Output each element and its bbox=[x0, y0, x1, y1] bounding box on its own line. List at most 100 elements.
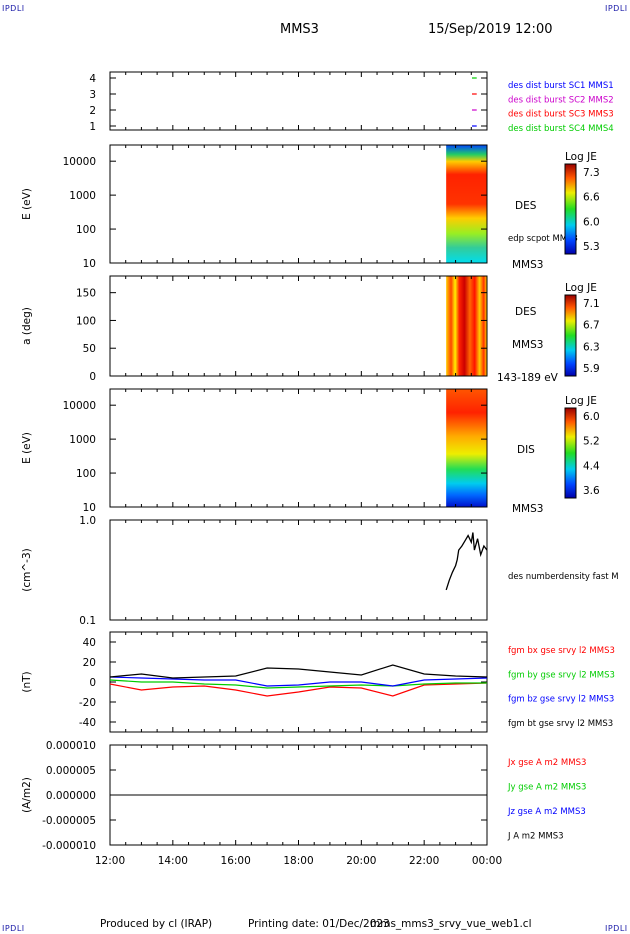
colorbar-tick-label: 4.4 bbox=[583, 460, 600, 472]
footer-produced-by: Produced by cl (IRAP) bbox=[100, 918, 213, 930]
colorbar-tick-label: 5.3 bbox=[583, 241, 600, 253]
dis-energy-colorbar bbox=[564, 407, 577, 499]
colorbar-tick-label: 6.0 bbox=[583, 216, 600, 228]
dis-energy-y-tick-label: 1000 bbox=[69, 434, 96, 446]
des-energy-colorbar bbox=[564, 163, 577, 255]
x-tick-label: 22:00 bbox=[409, 855, 439, 867]
des-pitch-y-tick-label: 0 bbox=[89, 371, 96, 383]
colorbar-tick-label: 6.6 bbox=[583, 192, 600, 204]
dis-energy-panel bbox=[109, 388, 488, 508]
availability-y-tick-label: 1 bbox=[89, 121, 96, 133]
current-density-legend-entry: Jz gse A m2 MMS3 bbox=[507, 807, 586, 817]
x-tick-label: 18:00 bbox=[283, 855, 313, 867]
magnetic-field-y-label: (nT) bbox=[21, 671, 33, 692]
density-series-label: des numberdensity fast M bbox=[508, 572, 619, 582]
des-energy-y-tick-label: 1000 bbox=[69, 190, 96, 202]
density-y-label: (cm^-3) bbox=[21, 548, 33, 591]
current-density-y-label: (A/m2) bbox=[21, 777, 33, 813]
x-tick-label: 20:00 bbox=[346, 855, 376, 867]
magnetic-field-y-tick-label: -40 bbox=[79, 717, 96, 729]
colorbar-tick-label: 7.1 bbox=[583, 298, 600, 310]
des-pitch-y-tick-label: 50 bbox=[83, 343, 96, 355]
current-density-y-tick-label: 0.000000 bbox=[46, 790, 96, 802]
corner-label-top-right: IPDLI bbox=[605, 4, 628, 13]
magnetic-field-y-tick-label: 20 bbox=[83, 657, 96, 669]
corner-label-bottom-left: IPDLI bbox=[2, 924, 25, 933]
current-density-legend-entry: Jx gse A m2 MMS3 bbox=[507, 758, 586, 768]
des-energy-panel bbox=[109, 144, 488, 264]
density-y-tick-label: 1.0 bbox=[79, 515, 96, 527]
magnetic-field-y-tick-label: 40 bbox=[83, 637, 96, 649]
footer-filename: mms_mms3_srvy_vue_web1.cl bbox=[370, 918, 532, 930]
magnetic-field-series-line bbox=[109, 682, 488, 697]
des-energy-spacecraft-label: MMS3 bbox=[512, 259, 543, 271]
des-pitch-energy-range-label: 143-189 eV bbox=[497, 372, 559, 384]
colorbar-tick-label: 5.2 bbox=[583, 436, 600, 448]
colorbar-title: Log JE bbox=[565, 151, 597, 163]
des-pitch-y-label: a (deg) bbox=[21, 307, 33, 345]
dis-energy-y-tick-label: 10000 bbox=[63, 400, 96, 412]
des-energy-y-tick-label: 10 bbox=[83, 258, 96, 270]
x-tick-label: 16:00 bbox=[221, 855, 251, 867]
des-pitch-y-tick-label: 150 bbox=[76, 288, 96, 300]
magnetic-field-series-line bbox=[109, 679, 487, 689]
x-tick-label: 00:00 bbox=[472, 855, 502, 867]
des-energy-y-label: E (eV) bbox=[21, 188, 33, 220]
availability-y-tick-label: 2 bbox=[89, 105, 96, 117]
current-density-y-tick-label: -0.000005 bbox=[42, 815, 96, 827]
availability-legend-entry: des dist burst SC3 MMS3 bbox=[508, 110, 614, 120]
dis-energy-spacecraft-label: MMS3 bbox=[512, 503, 543, 515]
density-y-tick-label: 0.1 bbox=[79, 615, 96, 627]
current-density-legend-entry: J A m2 MMS3 bbox=[507, 832, 564, 842]
magnetic-field-legend-entry: fgm bt gse srvy l2 MMS3 bbox=[508, 719, 613, 729]
colorbar-tick-label: 6.7 bbox=[583, 320, 600, 332]
magnetic-field-series-line bbox=[109, 664, 488, 679]
des-pitch-spectrogram bbox=[446, 276, 487, 376]
magnetic-field-legend-entry: fgm bz gse srvy l2 MMS3 bbox=[508, 695, 614, 705]
des-energy-species-label: DES bbox=[515, 200, 537, 212]
colorbar-tick-label: 6.3 bbox=[583, 341, 600, 353]
availability-legend-entry: des dist burst SC1 MMS1 bbox=[508, 81, 614, 91]
dis-energy-species-label: DIS bbox=[517, 444, 535, 456]
magnetic-field-legend-entry: fgm bx gse srvy l2 MMS3 bbox=[508, 646, 615, 656]
des-pitch-spacecraft-label: MMS3 bbox=[512, 339, 543, 351]
des-pitch-panel bbox=[109, 275, 488, 377]
des-pitch-species-label: DES bbox=[515, 306, 537, 318]
availability-legend-entry: des dist burst SC2 MMS2 bbox=[508, 95, 614, 105]
des-energy-y-tick-label: 100 bbox=[76, 224, 96, 236]
current-density-legend-entry: Jy gse A m2 MMS3 bbox=[507, 783, 586, 793]
datetime-title: 15/Sep/2019 12:00 bbox=[428, 22, 553, 37]
magnetic-field-y-tick-label: 0 bbox=[89, 677, 96, 689]
magnetic-field-series-line bbox=[109, 676, 488, 687]
des-energy-scpot-label: edp scpot MMS3 bbox=[508, 234, 578, 244]
des-energy-y-tick-label: 10000 bbox=[63, 156, 96, 168]
availability-panel bbox=[109, 71, 488, 131]
colorbar-tick-label: 3.6 bbox=[583, 485, 600, 497]
dis-energy-spectrogram bbox=[446, 389, 487, 507]
current-density-y-tick-label: 0.000010 bbox=[46, 740, 96, 752]
current-density-y-tick-label: 0.000005 bbox=[46, 765, 96, 777]
colorbar-tick-label: 5.9 bbox=[583, 363, 600, 375]
density-series-line bbox=[445, 532, 488, 591]
availability-y-tick-label: 3 bbox=[89, 89, 96, 101]
magnetic-field-legend-entry: fgm by gse srvy l2 MMS3 bbox=[508, 670, 615, 680]
colorbar-title: Log JE bbox=[565, 395, 597, 407]
des-energy-spectrogram bbox=[446, 145, 487, 263]
availability-y-tick-label: 4 bbox=[89, 73, 96, 85]
des-pitch-y-tick-label: 100 bbox=[76, 315, 96, 327]
des-pitch-colorbar bbox=[564, 294, 577, 377]
dis-energy-y-tick-label: 100 bbox=[76, 468, 96, 480]
spacecraft-title: MMS3 bbox=[280, 22, 319, 37]
colorbar-tick-label: 7.3 bbox=[583, 167, 600, 179]
current-density-y-tick-label: -0.000010 bbox=[42, 840, 96, 852]
density-panel bbox=[109, 519, 488, 621]
magnetic-field-y-tick-label: -20 bbox=[79, 697, 96, 709]
x-tick-label: 12:00 bbox=[95, 855, 125, 867]
dis-energy-y-label: E (eV) bbox=[21, 432, 33, 464]
x-tick-label: 14:00 bbox=[158, 855, 188, 867]
corner-label-bottom-right: IPDLI bbox=[605, 924, 628, 933]
corner-label-top-left: IPDLI bbox=[2, 4, 25, 13]
dis-energy-y-tick-label: 10 bbox=[83, 502, 96, 514]
availability-legend-entry: des dist burst SC4 MMS4 bbox=[508, 124, 614, 134]
